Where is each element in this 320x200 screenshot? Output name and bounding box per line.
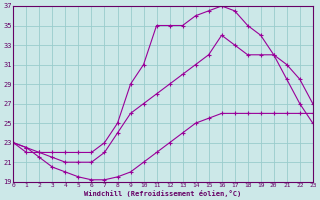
X-axis label: Windchill (Refroidissement éolien,°C): Windchill (Refroidissement éolien,°C) [84,190,242,197]
